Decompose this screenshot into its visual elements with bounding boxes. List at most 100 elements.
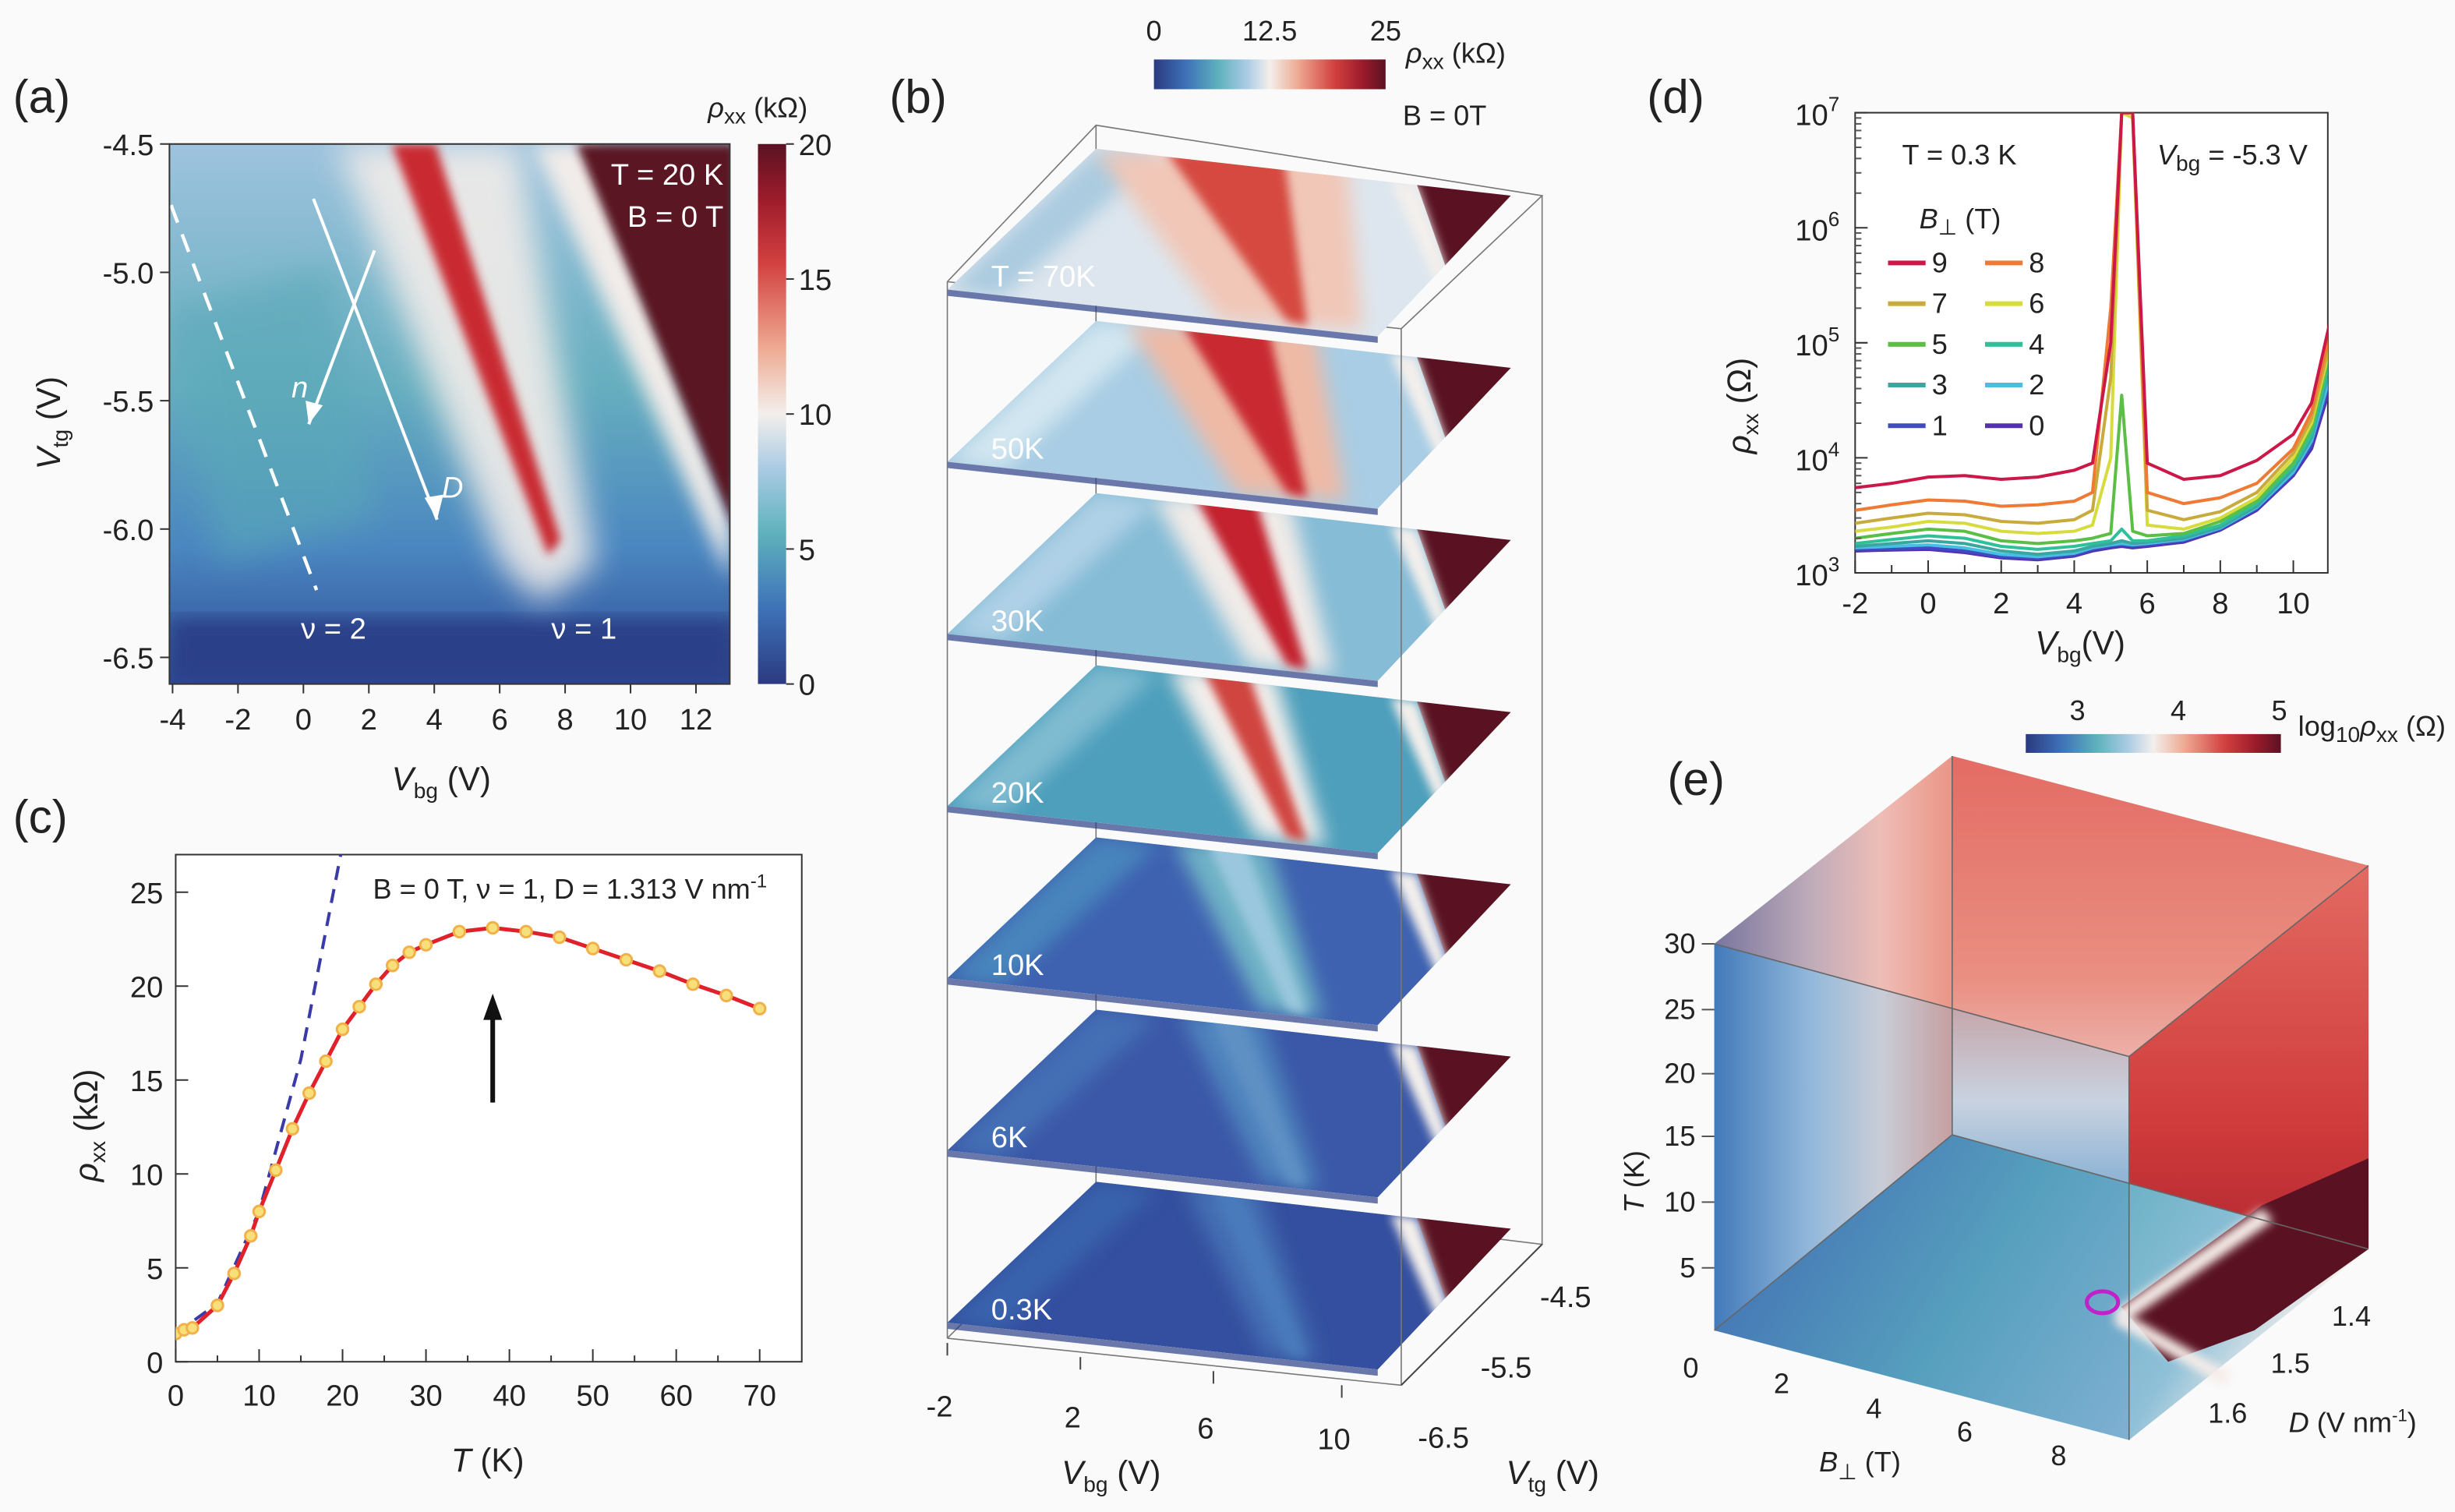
colorbar-tick-label: 20	[799, 129, 832, 162]
y-axis-line	[1401, 1243, 1543, 1387]
slice-edge	[947, 978, 1378, 1032]
plot-area-d	[1855, 112, 2328, 562]
data-point	[252, 1204, 267, 1219]
x-tick-label: 10	[2277, 587, 2309, 620]
vbg-annotation-d: Vbg = -5.3 V	[2157, 139, 2308, 175]
x-tick-label: 0	[1920, 587, 1936, 620]
axis-ticks-c: 0 10 20 30 40 50 60 70 0 5 10 15 20 25	[130, 877, 776, 1413]
colorbar-tick-label: 3	[2069, 694, 2085, 726]
label-part: V	[392, 761, 417, 797]
legend-label: 5	[1932, 328, 1948, 360]
slice: 6K	[947, 1009, 1511, 1204]
y-tick-label: 106	[1795, 207, 1839, 247]
x-axis-label-a: Vbg (V)	[392, 761, 491, 803]
d-tick-label: 1.4	[2332, 1300, 2371, 1332]
y-tick-label: 107	[1795, 93, 1839, 132]
slice-corner-halo	[1390, 698, 1449, 804]
legend-d: 9 8 7 6 5 4 3 2 1 0	[1888, 246, 2044, 441]
x-tick-label: 60	[659, 1379, 692, 1412]
y-tick-label: 104	[1795, 437, 1839, 477]
panel-label-c: (c)	[13, 790, 68, 843]
x-tick-label: 10	[242, 1379, 275, 1412]
colorbar-tick-label: 10	[799, 398, 832, 432]
label-part: ρ	[1721, 435, 1757, 455]
label-part: (T)	[1865, 1446, 1901, 1478]
dark-region	[2121, 1158, 2369, 1362]
slice: 20K	[947, 665, 1511, 860]
label-part: V	[30, 444, 67, 469]
axis-ticks-e: 30 25 20 15 10 5 0 2 4 6 8 1.4 1.5 1.6	[1664, 927, 2371, 1471]
panel-a: (a) n D ν = 2 ν = 1 T = 20 K B = 0 T -4-…	[13, 70, 832, 804]
y-tick-label: -6.5	[103, 642, 154, 676]
marker-circle	[2085, 1289, 2121, 1316]
legend-title-d: B⊥ (T)	[1920, 203, 2001, 239]
slice-content	[947, 1182, 1511, 1370]
data-point	[369, 977, 383, 991]
x-tick-label: 30	[409, 1379, 442, 1412]
data-point	[386, 958, 400, 973]
label-part	[1857, 1446, 1865, 1478]
x-tick-label: 70	[744, 1379, 776, 1412]
x-tick-label: 40	[493, 1379, 525, 1412]
t-tick-label: 25	[1664, 993, 1695, 1025]
peak-arrow-head	[483, 993, 503, 1020]
colorbar-tick-label: 15	[799, 263, 832, 297]
slice-edge	[947, 461, 1378, 515]
y-axis-label-b: Vtg (V)	[1506, 1454, 1598, 1496]
label-part: xx	[724, 104, 746, 129]
x-tick-label: -4	[159, 703, 185, 737]
slice-corner	[1417, 873, 1511, 963]
y-tick-label: -5.0	[103, 256, 154, 290]
t-tick-label: 15	[1664, 1120, 1695, 1152]
x-tick-label: 10	[1317, 1423, 1350, 1457]
x-tick-label: 2	[1065, 1401, 1081, 1435]
heatmap-a	[169, 143, 730, 684]
label-part: (kΩ)	[1444, 37, 1506, 69]
data-point	[285, 1122, 300, 1136]
data-point	[335, 1022, 350, 1037]
label-part: bg	[414, 779, 438, 803]
slice-content	[947, 320, 1511, 509]
slice-corner-halo	[1390, 353, 1449, 459]
data-point	[244, 1229, 258, 1243]
annotation-field: B = 0 T	[627, 200, 723, 234]
x-tick-label: -2	[224, 703, 251, 737]
annotation-temperature: T = 20 K	[611, 158, 724, 192]
colorbar-ticks-e: 3 4 5	[2069, 694, 2287, 726]
slice-shade	[947, 148, 1159, 298]
label-part: (V)	[30, 376, 67, 429]
slice-corner-halo	[1390, 870, 1449, 976]
label-part: xx	[1739, 413, 1763, 435]
data-point	[519, 924, 533, 939]
y-tick-label: 103	[1795, 553, 1839, 592]
slice-label: 20K	[991, 776, 1044, 810]
y-tick-label: -5.5	[103, 385, 154, 419]
label-part: (kΩ)	[68, 1069, 104, 1141]
temperature-annotation-d: T = 0.3 K	[1902, 139, 2017, 171]
panel-label-e: (e)	[1667, 752, 1725, 805]
y-tick-label: 105	[1795, 323, 1839, 362]
plot-area-c	[175, 854, 767, 1341]
colorbar-e	[2026, 733, 2281, 753]
slice-corner	[1417, 1217, 1511, 1307]
data-point	[227, 1266, 242, 1281]
slice-stripe	[1166, 151, 1308, 326]
slice-edge	[947, 634, 1378, 687]
label-part: ρ	[1405, 37, 1422, 69]
label-part: (kΩ)	[746, 92, 807, 124]
series-line-4	[1855, 362, 2328, 551]
x-axis-label-c: T (K)	[451, 1442, 525, 1478]
y-tick-label: 25	[130, 877, 163, 910]
y-tick-label: 5	[147, 1252, 163, 1286]
b-tick-label: 2	[1774, 1367, 1789, 1399]
x-tick-label: 6	[2139, 587, 2156, 620]
data-point	[185, 1321, 200, 1335]
label-part: ρ	[707, 92, 724, 124]
legend-label: 1	[1932, 409, 1948, 441]
y-tick-label: -4.5	[103, 129, 154, 162]
legend-label: 4	[2029, 328, 2044, 360]
label-part: ρ	[68, 1163, 104, 1183]
